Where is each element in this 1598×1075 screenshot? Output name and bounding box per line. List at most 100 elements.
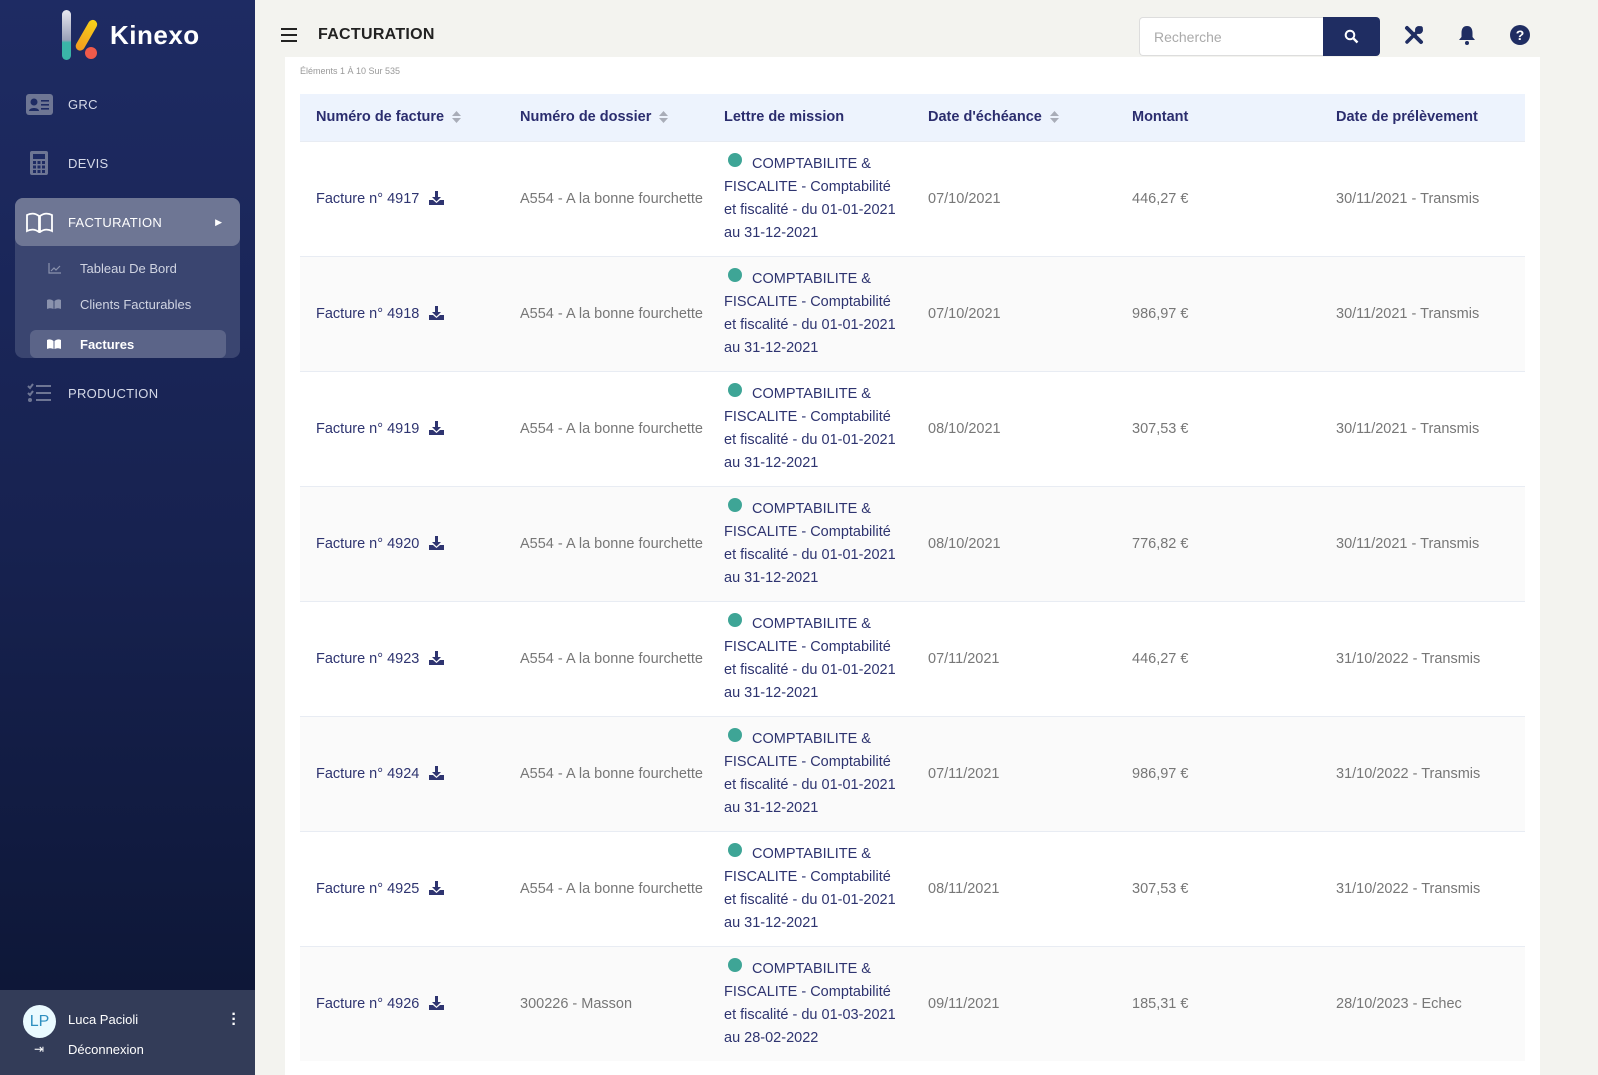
column-header-label: Montant [1132, 109, 1189, 126]
echeance-cell: 08/11/2021 [912, 830, 1116, 946]
book-open-icon [19, 212, 59, 233]
sort-icon [1049, 111, 1059, 124]
download-icon[interactable] [429, 765, 445, 780]
column-header-label: Date d'échéance [928, 109, 1042, 126]
sidebar-item-label: DEVIS [68, 155, 109, 171]
download-icon[interactable] [429, 880, 445, 895]
prelevement-cell: 31/10/2022 - Transmis [1320, 715, 1525, 831]
column-header[interactable]: Numéro de dossier [504, 94, 708, 141]
table-row[interactable]: Facture n° 4918 A554 - A la bonne fourche… [300, 255, 1525, 371]
download-icon[interactable] [429, 420, 445, 435]
invoice-link[interactable]: Facture n° 4917 [316, 190, 420, 207]
download-icon[interactable] [429, 995, 445, 1010]
sidebar: Kinexo GRC DEVIS FACTURATION ▶ Tableau D… [0, 0, 255, 1075]
table-row[interactable]: Facture n° 4926 300226 - Masson COMPTABILI… [300, 945, 1525, 1061]
column-header: Date de prélèvement [1320, 94, 1525, 141]
lettre-text: COMPTABILITE & FISCALITE - Comptabilité … [724, 500, 896, 586]
prelevement-cell: 30/11/2021 - Transmis [1320, 140, 1525, 256]
column-header-label: Date de prélèvement [1336, 109, 1478, 126]
prelevement-cell: 30/11/2021 - Transmis [1320, 255, 1525, 371]
echeance-cell: 07/11/2021 [912, 715, 1116, 831]
status-dot [728, 957, 742, 972]
dossier-cell: A554 - A la bonne fourchette [504, 715, 708, 831]
sidebar-subitem-factures[interactable]: Factures [30, 330, 226, 358]
app-name: Kinexo [110, 19, 200, 50]
download-icon[interactable] [429, 650, 445, 665]
table-row[interactable]: Facture n° 4924 A554 - A la bonne fourche… [300, 715, 1525, 831]
chart-line-icon [30, 262, 78, 274]
montant-cell: 446,27 € [1116, 600, 1320, 716]
sidebar-item-label: FACTURATION [68, 214, 163, 230]
sidebar-subitem-tableau-de-bord[interactable]: Tableau De Bord [30, 254, 226, 282]
sidebar-subitem-label: Tableau De Bord [80, 260, 177, 276]
logout-link[interactable]: Déconnexion [68, 1042, 144, 1057]
sidebar-item-facturation[interactable]: FACTURATION ▶ [15, 198, 240, 246]
table-row[interactable]: Facture n° 4925 A554 - A la bonne fourche… [300, 830, 1525, 946]
invoice-number-cell: Facture n° 4920 [300, 485, 504, 601]
more-vertical-icon[interactable]: · · · [231, 1006, 237, 1033]
download-icon[interactable] [429, 535, 445, 550]
invoice-link[interactable]: Facture n° 4919 [316, 420, 420, 437]
table-row[interactable]: Facture n° 4920 A554 - A la bonne fourche… [300, 485, 1525, 601]
montant-cell: 185,31 € [1116, 945, 1320, 1061]
echeance-cell: 07/10/2021 [912, 255, 1116, 371]
status-dot [728, 267, 742, 282]
help-icon[interactable]: ? [1510, 25, 1530, 45]
invoice-number-cell: Facture n° 4923 [300, 600, 504, 716]
kinexo-logo[interactable]: Kinexo [60, 10, 200, 60]
kinexo-logo-icon [62, 10, 98, 60]
sidebar-item-production[interactable]: PRODUCTION [15, 369, 240, 417]
tools-icon[interactable] [1404, 25, 1424, 45]
sidebar-subitem-label: Clients Facturables [80, 296, 192, 312]
invoice-link[interactable]: Facture n° 4920 [316, 535, 420, 552]
table-row[interactable]: Facture n° 4923 A554 - A la bonne fourche… [300, 600, 1525, 716]
invoice-link[interactable]: Facture n° 4918 [316, 305, 420, 322]
column-header: Montant [1116, 94, 1320, 141]
column-header[interactable]: Numéro de facture [300, 94, 504, 141]
column-header-label: Numéro de dossier [520, 109, 652, 126]
echeance-cell: 08/10/2021 [912, 370, 1116, 486]
invoice-link[interactable]: Facture n° 4924 [316, 765, 420, 782]
lettre-text: COMPTABILITE & FISCALITE - Comptabilité … [724, 845, 896, 931]
hamburger-menu-icon[interactable] [281, 28, 297, 46]
download-icon[interactable] [429, 305, 445, 320]
book-icon [30, 299, 78, 309]
download-icon[interactable] [429, 190, 445, 205]
lettre-cell: COMPTABILITE & FISCALITE - Comptabilité … [708, 715, 912, 831]
echeance-cell: 08/10/2021 [912, 485, 1116, 601]
invoices-table: Numéro de facture Numéro de dossier Lettre… [300, 94, 1525, 1061]
lettre-text: COMPTABILITE & FISCALITE - Comptabilité … [724, 385, 896, 471]
search-input[interactable] [1139, 17, 1324, 56]
lettre-text: COMPTABILITE & FISCALITE - Comptabilité … [724, 960, 896, 1046]
sidebar-item-devis[interactable]: DEVIS [15, 139, 240, 187]
invoices-card: Éléments 1 À 10 Sur 535 Numéro de factur… [285, 57, 1540, 1075]
caret-right-icon: ▶ [215, 216, 222, 227]
column-header[interactable]: Date d'échéance [912, 94, 1116, 141]
avatar[interactable]: LP [23, 1005, 56, 1038]
invoice-number-cell: Facture n° 4917 [300, 140, 504, 256]
svg-text:?: ? [1516, 27, 1525, 43]
id-card-icon [19, 93, 59, 115]
pagination-count: Éléments 1 À 10 Sur 535 [300, 66, 401, 76]
status-dot [728, 497, 742, 512]
echeance-cell: 07/10/2021 [912, 140, 1116, 256]
page-title: FACTURATION [318, 26, 435, 43]
prelevement-cell: 31/10/2022 - Transmis [1320, 600, 1525, 716]
search-button[interactable] [1323, 17, 1380, 56]
invoice-link[interactable]: Facture n° 4923 [316, 650, 420, 667]
invoice-link[interactable]: Facture n° 4925 [316, 880, 420, 897]
table-row[interactable]: Facture n° 4917 A554 - A la bonne fourche… [300, 140, 1525, 256]
montant-cell: 986,97 € [1116, 255, 1320, 371]
lettre-cell: COMPTABILITE & FISCALITE - Comptabilité … [708, 255, 912, 371]
sidebar-subitem-clients-facturables[interactable]: Clients Facturables [30, 290, 226, 318]
table-row[interactable]: Facture n° 4919 A554 - A la bonne fourche… [300, 370, 1525, 486]
prelevement-cell: 31/10/2022 - Transmis [1320, 830, 1525, 946]
bell-icon[interactable] [1458, 25, 1476, 45]
user-panel: LP Luca Pacioli · · · ⇥ Déconnexion [0, 990, 255, 1075]
invoice-number-cell: Facture n° 4919 [300, 370, 504, 486]
sidebar-item-grc[interactable]: GRC [15, 80, 240, 128]
dossier-cell: A554 - A la bonne fourchette [504, 830, 708, 946]
lettre-cell: COMPTABILITE & FISCALITE - Comptabilité … [708, 945, 912, 1061]
montant-cell: 776,82 € [1116, 485, 1320, 601]
invoice-link[interactable]: Facture n° 4926 [316, 995, 420, 1012]
